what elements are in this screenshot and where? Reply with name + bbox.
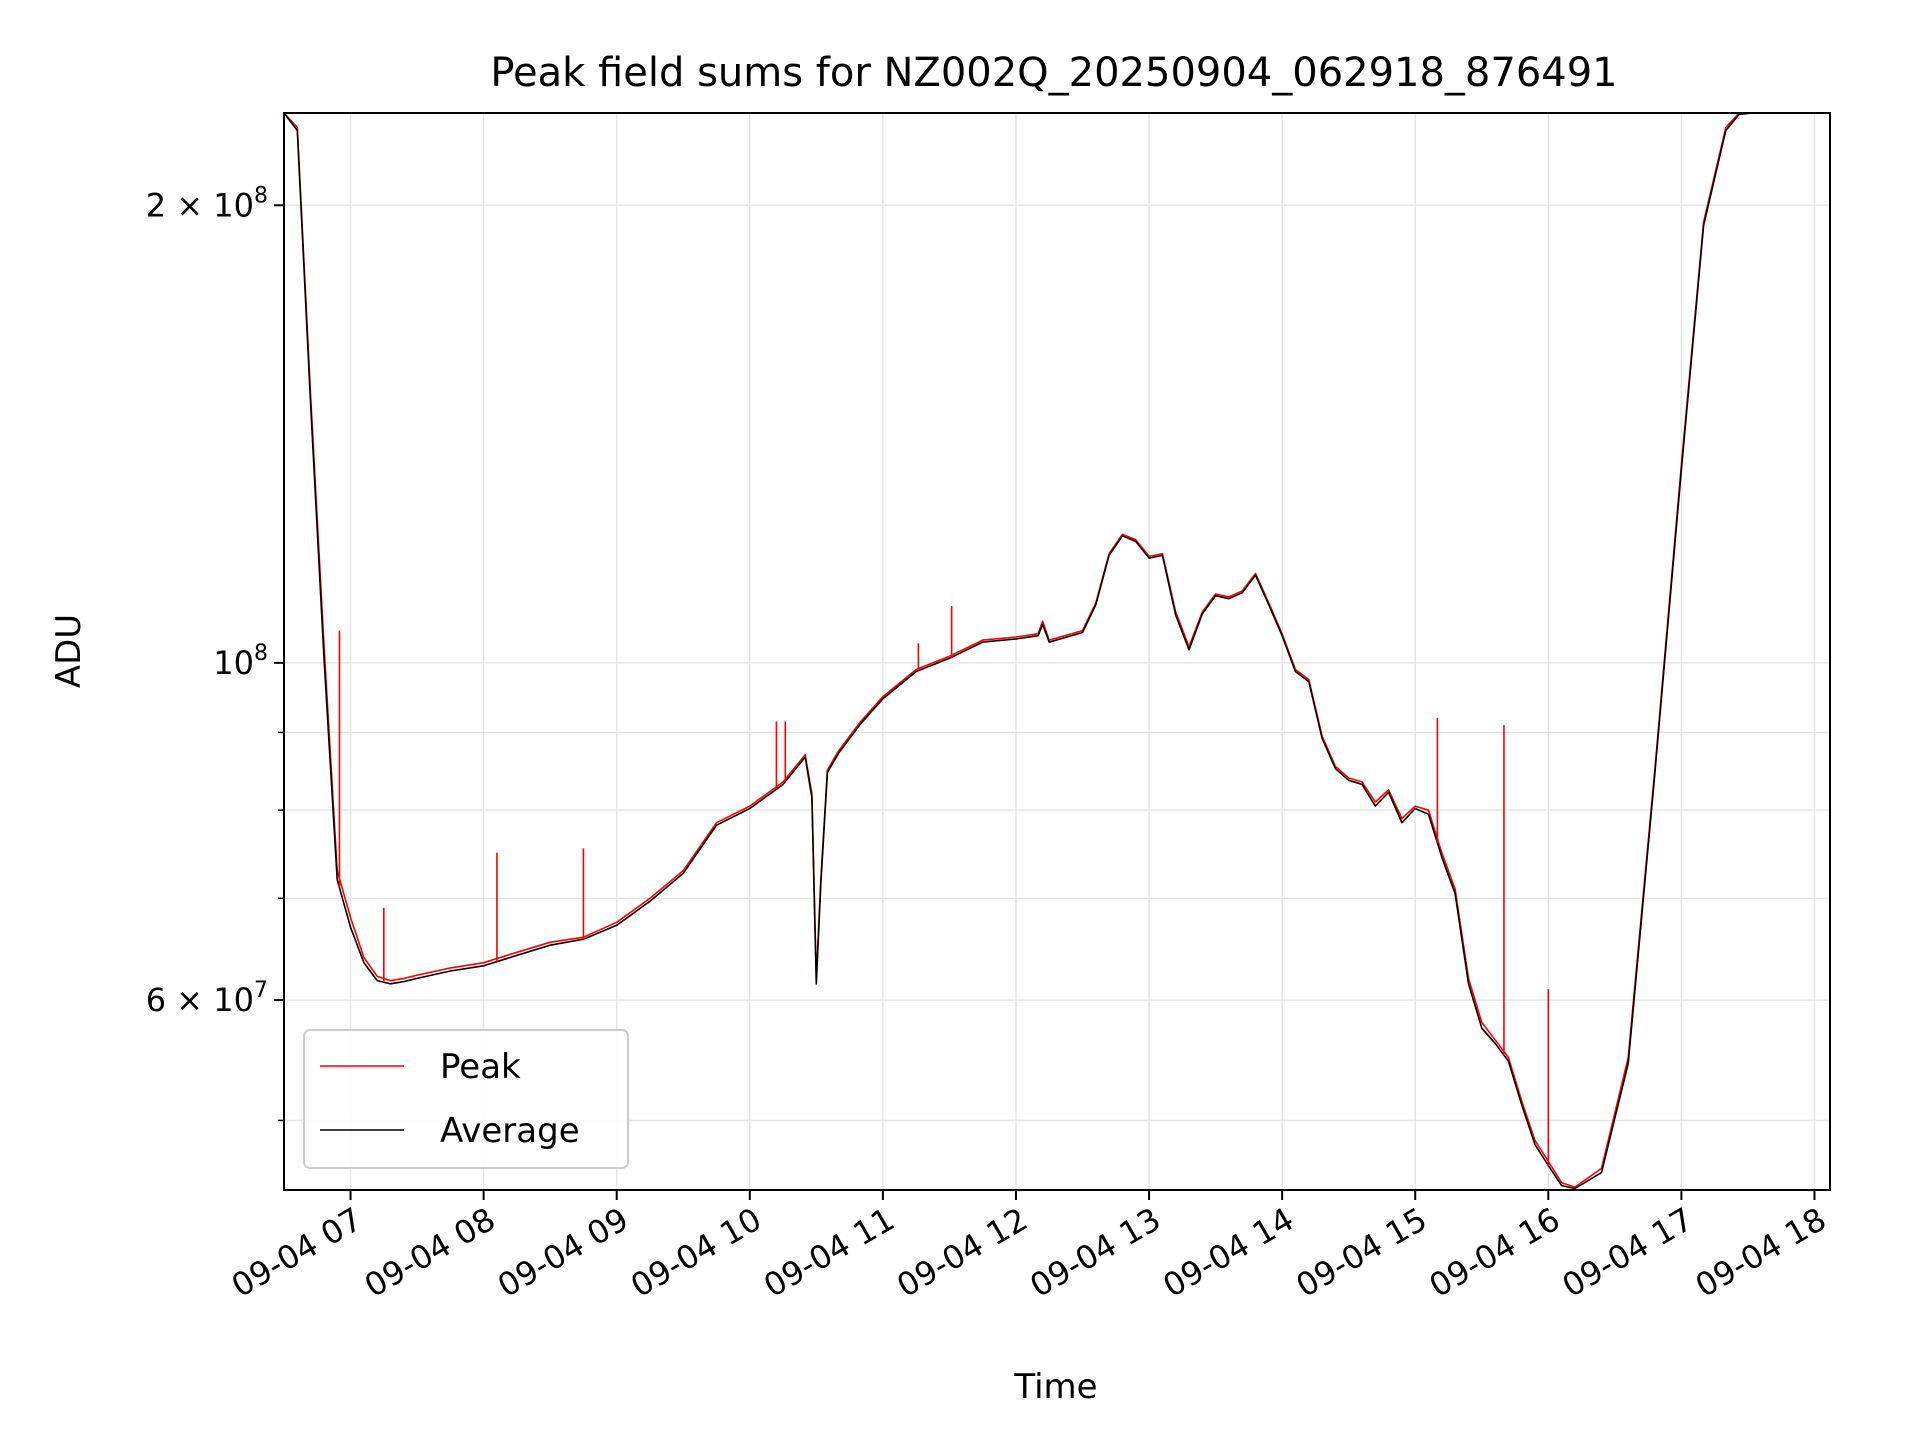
x-axis-title: Time	[1013, 1367, 1097, 1407]
y-tick-exponent: 8	[254, 183, 268, 208]
plot-frame	[283, 112, 1831, 1191]
grid-layer	[284, 113, 1830, 1190]
legend: Peak Average	[303, 1029, 629, 1169]
y-tick-times: ×	[166, 981, 213, 1019]
y-tick-label: 2 × 108	[146, 183, 268, 224]
series-line-peak	[284, 113, 1830, 1188]
plot-clip-group	[284, 113, 1830, 1190]
series-layer	[284, 113, 1830, 1190]
y-tick-mantissa: 2	[146, 186, 166, 224]
legend-peak-label: Peak	[440, 1047, 521, 1087]
y-tick-label: 108	[213, 641, 268, 682]
y-tick-base: 10	[213, 981, 254, 1019]
y-tick-base: 10	[213, 644, 254, 682]
y-axis-title: ADU	[49, 614, 89, 688]
y-tick-times: ×	[166, 186, 213, 224]
y-tick-mantissa: 6	[146, 981, 166, 1019]
chart-title: Peak field sums for NZ002Q_20250904_0629…	[490, 50, 1617, 96]
legend-average-label: Average	[440, 1111, 580, 1151]
y-tick-exponent: 7	[254, 978, 268, 1003]
y-tick-label: 6 × 107	[146, 978, 268, 1019]
series-line-average	[284, 113, 1830, 1190]
y-tick-exponent: 8	[254, 641, 268, 666]
y-tick-base: 10	[213, 186, 254, 224]
legend-box	[303, 1029, 629, 1169]
